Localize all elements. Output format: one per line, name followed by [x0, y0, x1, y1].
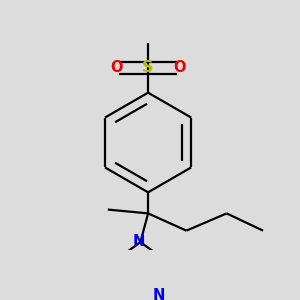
- Text: S: S: [142, 60, 154, 75]
- Text: N: N: [132, 234, 145, 249]
- Text: N: N: [153, 288, 165, 300]
- Text: O: O: [110, 60, 123, 75]
- Text: O: O: [173, 60, 186, 75]
